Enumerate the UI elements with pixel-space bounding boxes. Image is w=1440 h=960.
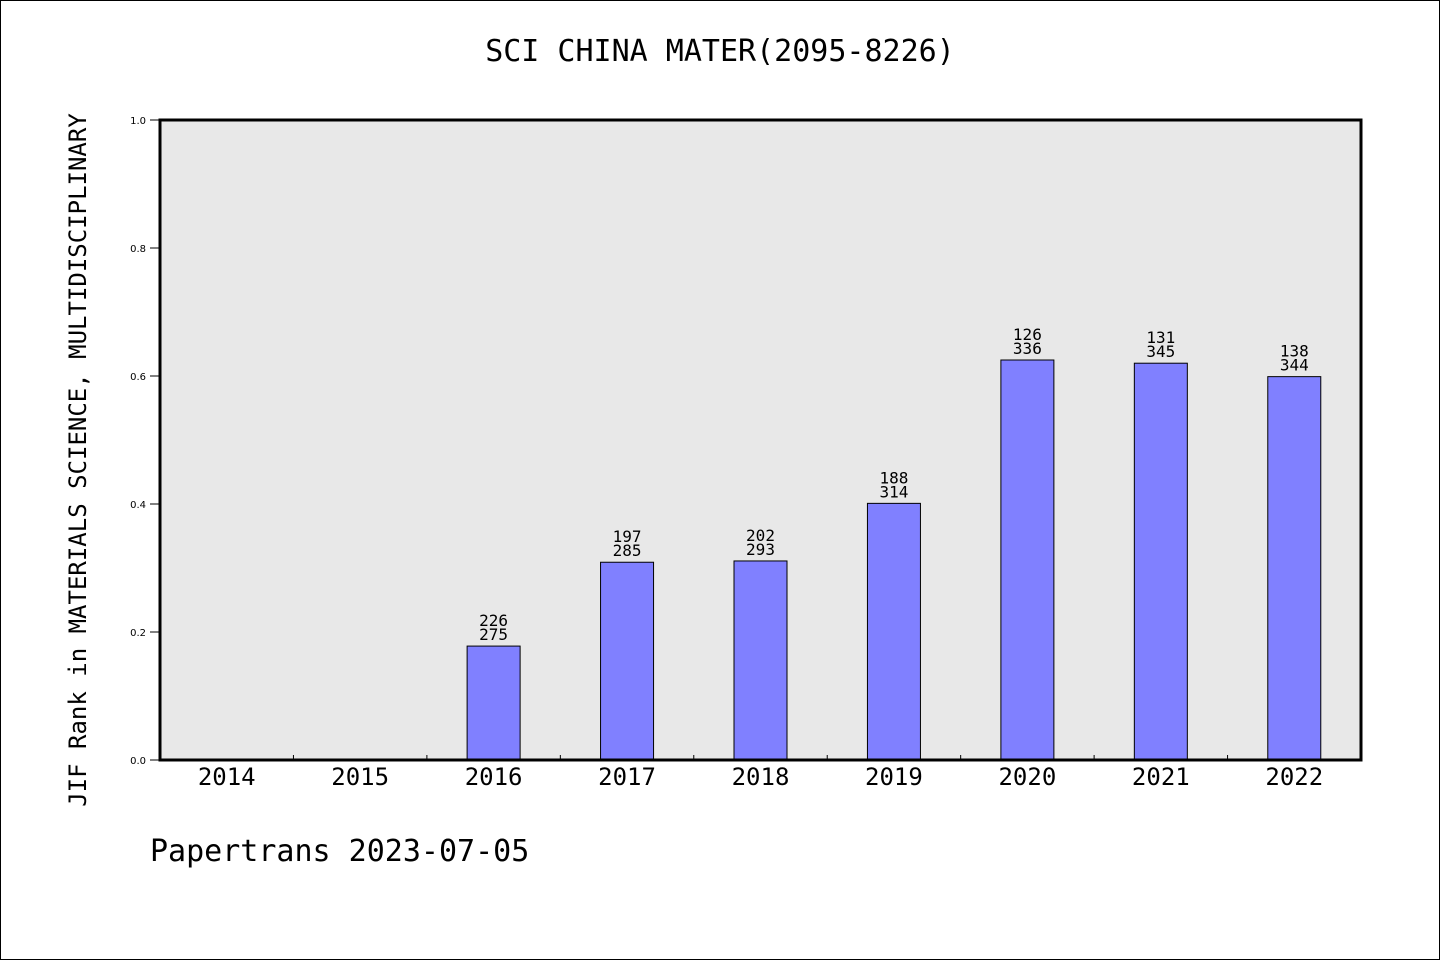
x-tick-label-2021: 2021	[1132, 763, 1190, 791]
data-label-total-2017: 285	[613, 541, 642, 560]
bar-2016	[466, 645, 521, 761]
x-tick-label-2014: 2014	[198, 763, 256, 791]
y-tick-label-0.6: 0.6	[130, 372, 146, 383]
y-tick-label-0.0: 0.0	[130, 756, 146, 767]
x-tick-label-2019: 2019	[865, 763, 923, 791]
x-tick-label-2017: 2017	[598, 763, 656, 791]
plot-border	[158, 118, 1363, 762]
x-tick-label-2020: 2020	[998, 763, 1056, 791]
y-tick-label-0.2: 0.2	[130, 628, 146, 639]
x-tick-label-2016: 2016	[465, 763, 523, 791]
bar-2022	[1267, 376, 1322, 761]
y-axis-ticks: 0.0 0.2 0.4 0.6 0.8 1.0	[130, 116, 160, 767]
y-tick-label-1.0: 1.0	[130, 116, 146, 127]
y-tick-label-0.8: 0.8	[130, 244, 146, 255]
data-label-rank-2018: 202	[746, 526, 775, 545]
x-tick-label-2015: 2015	[331, 763, 389, 791]
data-label-rank-2017: 197	[613, 527, 642, 546]
bars-group	[466, 359, 1322, 761]
data-label-total-2019: 314	[879, 482, 908, 501]
x-tick-label-2022: 2022	[1265, 763, 1323, 791]
data-label-rank-2022: 138	[1280, 342, 1309, 361]
data-label-rank-2019: 188	[879, 468, 908, 487]
data-label-rank-2021: 131	[1146, 328, 1175, 347]
footer-watermark-text: Papertrans 2023-07-05	[150, 834, 530, 869]
x-axis-ticks: 2014 2015 2016 2017 2018 2019 2020 2021 2022	[198, 755, 1323, 791]
bar-2020	[1000, 359, 1055, 761]
y-tick-label-0.4: 0.4	[130, 500, 146, 511]
data-label-total-2018: 293	[746, 540, 775, 559]
data-label-rank-2016: 226	[479, 611, 508, 630]
data-label-total-2020: 336	[1013, 339, 1042, 358]
data-label-total-2016: 275	[479, 625, 508, 644]
data-label-total-2021: 345	[1146, 342, 1175, 361]
data-label-rank-2020: 126	[1013, 325, 1042, 344]
bar-2018	[733, 560, 788, 761]
bar-2019	[866, 502, 921, 761]
chart-title: SCI CHINA MATER(2095-8226)	[485, 34, 955, 69]
bar-2017	[600, 561, 655, 761]
bar-2021	[1133, 362, 1188, 761]
data-label-total-2022: 344	[1280, 356, 1309, 375]
x-tick-label-2018: 2018	[732, 763, 790, 791]
